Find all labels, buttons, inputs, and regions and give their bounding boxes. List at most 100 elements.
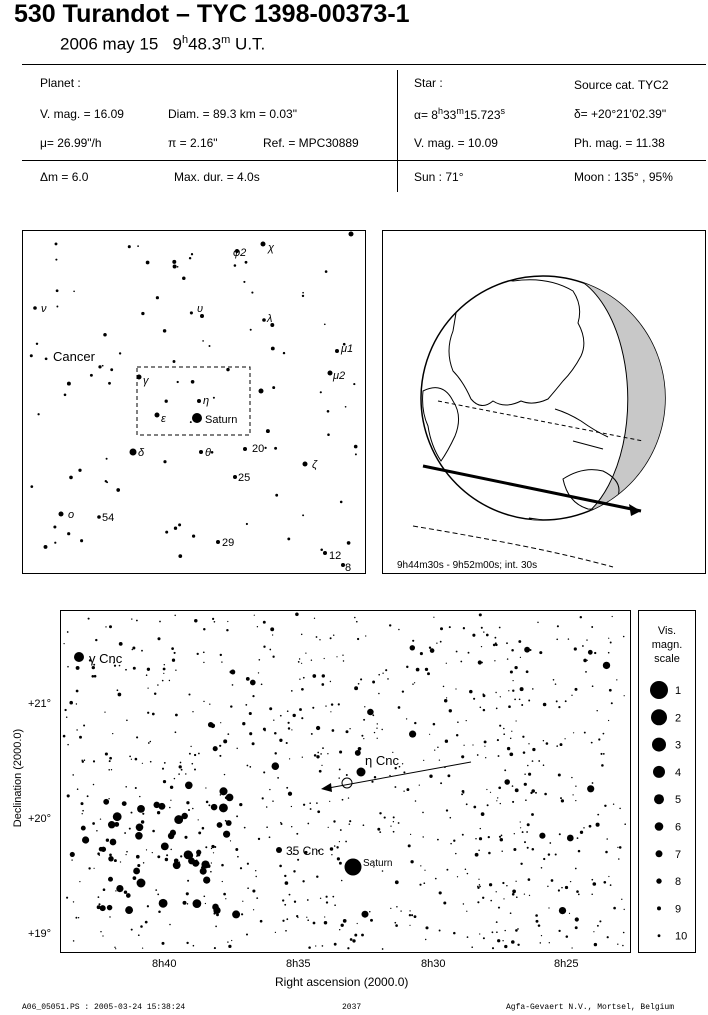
field-star xyxy=(210,862,213,864)
field-star xyxy=(67,743,69,746)
field-star xyxy=(245,703,248,706)
field-star xyxy=(609,641,612,644)
field-star xyxy=(571,947,573,949)
cluster-star xyxy=(137,863,141,868)
field-star xyxy=(392,751,394,754)
field-star xyxy=(438,891,442,895)
constellation-star xyxy=(178,554,183,558)
field-star xyxy=(569,880,572,883)
field-star xyxy=(134,757,138,761)
cluster-star xyxy=(196,849,202,855)
field-star xyxy=(478,884,481,886)
field-star xyxy=(531,813,534,816)
field-star xyxy=(151,712,155,716)
field-star xyxy=(317,751,320,754)
field-star xyxy=(141,947,144,949)
field-star xyxy=(503,727,505,730)
field-star xyxy=(418,784,420,786)
field-star xyxy=(163,762,166,764)
cluster-star xyxy=(205,800,209,804)
field-star xyxy=(163,672,165,675)
field-star xyxy=(547,853,551,856)
field-star xyxy=(327,753,329,755)
field-star xyxy=(109,625,112,629)
constellation-star xyxy=(249,328,252,331)
ytick-20: +20° xyxy=(28,813,52,825)
field-star xyxy=(66,631,69,633)
cluster-star xyxy=(182,900,187,905)
field-star xyxy=(228,944,232,949)
constellation-stars xyxy=(29,231,358,567)
constellation-star xyxy=(344,405,347,408)
constellation-star xyxy=(212,396,215,399)
field-star xyxy=(307,822,310,825)
field-star xyxy=(161,679,164,682)
field-star xyxy=(433,616,435,618)
detail-chart-svg: γ Cnc η Cnc 35 Cnc Saturn xyxy=(62,612,626,950)
omicron-label: ο xyxy=(68,509,74,521)
field-star xyxy=(437,746,439,748)
star-phmag: Ph. mag. = 11.38 xyxy=(574,136,665,150)
field-star xyxy=(132,666,136,670)
field-star xyxy=(274,731,277,735)
field-star xyxy=(316,802,318,804)
field-star xyxy=(65,716,68,718)
field-star xyxy=(379,812,382,815)
field-star xyxy=(478,878,480,880)
mag-scale-value: 3 xyxy=(675,740,681,752)
field-star xyxy=(606,936,609,939)
constellation-star xyxy=(137,245,139,247)
field-star xyxy=(491,931,494,934)
field-star xyxy=(571,776,573,779)
constellation-star xyxy=(33,306,37,310)
field-star xyxy=(586,659,588,661)
constellation-star xyxy=(63,393,67,397)
field-star xyxy=(519,656,522,659)
field-star xyxy=(317,810,321,814)
field-star xyxy=(397,706,401,709)
field-star xyxy=(618,858,620,860)
field-star xyxy=(241,913,244,916)
field-star xyxy=(188,693,191,696)
field-star xyxy=(506,746,511,751)
field-star xyxy=(123,890,128,894)
field-star xyxy=(593,942,598,947)
field-star xyxy=(420,865,422,867)
constellation-star xyxy=(301,294,305,298)
constellation-star xyxy=(89,373,93,377)
field-star xyxy=(308,946,311,949)
cluster-star xyxy=(218,803,228,813)
field-star xyxy=(499,837,504,842)
field-star xyxy=(564,700,567,703)
field-star xyxy=(379,831,382,833)
cluster-star xyxy=(136,878,146,888)
bright-star xyxy=(504,779,510,785)
field-star xyxy=(424,667,429,672)
field-star xyxy=(306,916,308,918)
field-star xyxy=(521,704,524,706)
field-star xyxy=(591,782,594,784)
saturn-label: Saturn xyxy=(205,414,237,426)
field-star xyxy=(484,745,486,747)
field-star xyxy=(249,766,252,768)
field-star xyxy=(162,667,166,671)
field-star xyxy=(537,924,541,927)
detail-star-chart: γ Cnc η Cnc 35 Cnc Saturn xyxy=(60,610,631,953)
field-star xyxy=(483,631,485,633)
field-star xyxy=(413,915,417,919)
cluster-star xyxy=(173,858,179,864)
field-star xyxy=(81,813,83,815)
field-star xyxy=(496,800,498,802)
constellation-star xyxy=(44,357,48,361)
field-star xyxy=(412,639,415,642)
constellation-star xyxy=(353,383,356,386)
field-star xyxy=(396,906,398,908)
field-star xyxy=(428,646,432,649)
field-star xyxy=(194,768,196,771)
field-star xyxy=(130,928,133,931)
field-star xyxy=(370,918,373,922)
field-star xyxy=(331,729,335,732)
field-star xyxy=(287,727,291,730)
field-star xyxy=(315,725,321,731)
mag-scale-dot xyxy=(657,906,661,911)
